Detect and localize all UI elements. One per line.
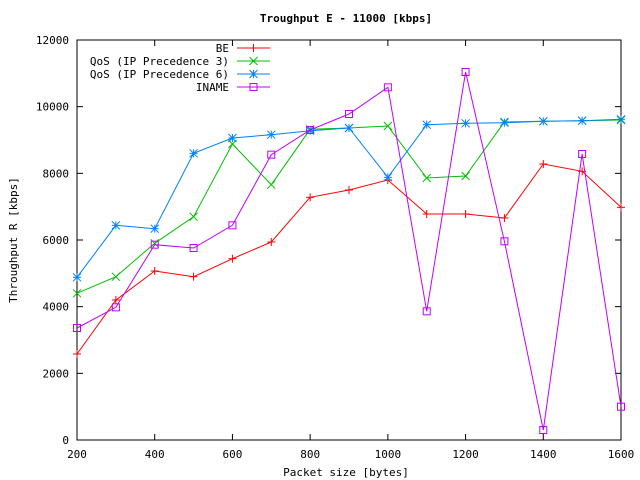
- series-4-point: [422, 307, 431, 316]
- series-1: [73, 160, 625, 358]
- series-2-point: [150, 238, 160, 248]
- series-3-point: [344, 123, 354, 133]
- legend-item-3-marker: [249, 69, 258, 79]
- series-4-point: [73, 324, 81, 332]
- legend-item-2: QoS (IP Precedence 3): [90, 55, 270, 68]
- series-3-point: [538, 116, 548, 126]
- series-2-point: [72, 288, 82, 298]
- series-4-point: [578, 150, 587, 158]
- series-3-point: [500, 118, 509, 128]
- legend-item-3-label: QoS (IP Precedence 6): [90, 68, 229, 81]
- series-1-point: [150, 267, 159, 275]
- series-4-point: [617, 402, 625, 411]
- x-tick-label: 1600: [608, 448, 635, 461]
- series-4-point: [111, 303, 120, 312]
- series-4-point: [500, 237, 509, 246]
- series-3-point: [189, 148, 198, 158]
- y-tick-label: 4000: [43, 301, 70, 314]
- legend-item-4-marker: [249, 83, 258, 91]
- series-4-point: [539, 426, 548, 434]
- legend-item-1-label: BE: [216, 42, 229, 55]
- series-group: [72, 68, 626, 434]
- series-3: [72, 114, 626, 282]
- series-3-point: [228, 133, 237, 143]
- series-4-line: [76, 71, 622, 431]
- series-4: [73, 68, 625, 434]
- legend-item-2-label: QoS (IP Precedence 3): [90, 55, 229, 68]
- series-1-point: [345, 186, 353, 194]
- series-3-point: [461, 118, 470, 128]
- series-1-point: [617, 203, 625, 212]
- series-1-point: [73, 350, 81, 358]
- series-1-point: [422, 210, 431, 218]
- series-1-point: [111, 296, 120, 304]
- y-tick-label: 8000: [43, 167, 70, 180]
- y-tick-label: 6000: [43, 234, 70, 247]
- series-4-point: [306, 126, 315, 134]
- series-3-point: [150, 224, 160, 234]
- y-tick-label: 2000: [43, 367, 70, 380]
- series-3-point: [266, 130, 276, 140]
- x-tick-label: 800: [300, 448, 320, 461]
- series-4-point: [461, 68, 470, 76]
- legend-item-2-marker: [249, 56, 258, 66]
- x-tick-label: 1200: [452, 448, 479, 461]
- series-3-point: [111, 220, 121, 230]
- series-2-point: [383, 121, 393, 131]
- series-2-point: [461, 171, 470, 181]
- series-3-line: [76, 118, 622, 278]
- series-1-point: [500, 214, 509, 222]
- y-tick-label: 12000: [36, 34, 69, 47]
- y-axis-label: Throughput R [kbps]: [7, 177, 20, 303]
- series-4-point: [345, 110, 353, 118]
- series-2-point: [111, 272, 121, 282]
- series-1-point: [189, 272, 198, 281]
- chart-title: Troughput E - 11000 [kbps]: [260, 12, 432, 25]
- legend-item-4-label: INAME: [196, 81, 229, 94]
- series-1-point: [539, 160, 548, 168]
- series-3-point: [422, 120, 432, 130]
- series-1-point: [461, 210, 470, 218]
- x-tick-label: 600: [222, 448, 242, 461]
- legend-item-1-marker: [249, 44, 258, 52]
- x-tick-label: 1400: [530, 448, 557, 461]
- series-3-point: [577, 116, 587, 126]
- axis-ticks: 200 400 600 800 1000 1200 1400 1600 0 2000 4000 600…: [36, 34, 634, 461]
- series-3-point: [616, 114, 626, 124]
- legend-item-1: BE: [216, 42, 270, 55]
- series-2-line: [76, 119, 622, 294]
- series-1-point: [267, 238, 276, 246]
- series-3-point: [383, 172, 393, 182]
- legend-item-3: QoS (IP Precedence 6): [90, 68, 270, 81]
- x-tick-label: 200: [67, 448, 87, 461]
- series-1-point: [306, 193, 315, 202]
- y-tick-label: 0: [62, 434, 69, 447]
- series-4-point: [267, 150, 276, 159]
- series-4-point: [189, 244, 198, 252]
- series-4-point: [150, 240, 159, 249]
- series-2-point: [266, 180, 276, 190]
- series-3-point: [72, 272, 82, 282]
- series-2: [72, 115, 626, 298]
- x-tick-label: 400: [145, 448, 165, 461]
- x-axis-label: Packet size [bytes]: [283, 466, 409, 479]
- series-2-point: [189, 212, 198, 222]
- series-4-point: [228, 221, 237, 230]
- series-2-point: [422, 173, 432, 183]
- y-tick-label: 10000: [36, 101, 69, 114]
- series-1-point: [228, 254, 237, 263]
- x-tick-label: 1000: [375, 448, 402, 461]
- legend-item-4: INAME: [196, 81, 270, 94]
- series-4-point: [383, 83, 392, 92]
